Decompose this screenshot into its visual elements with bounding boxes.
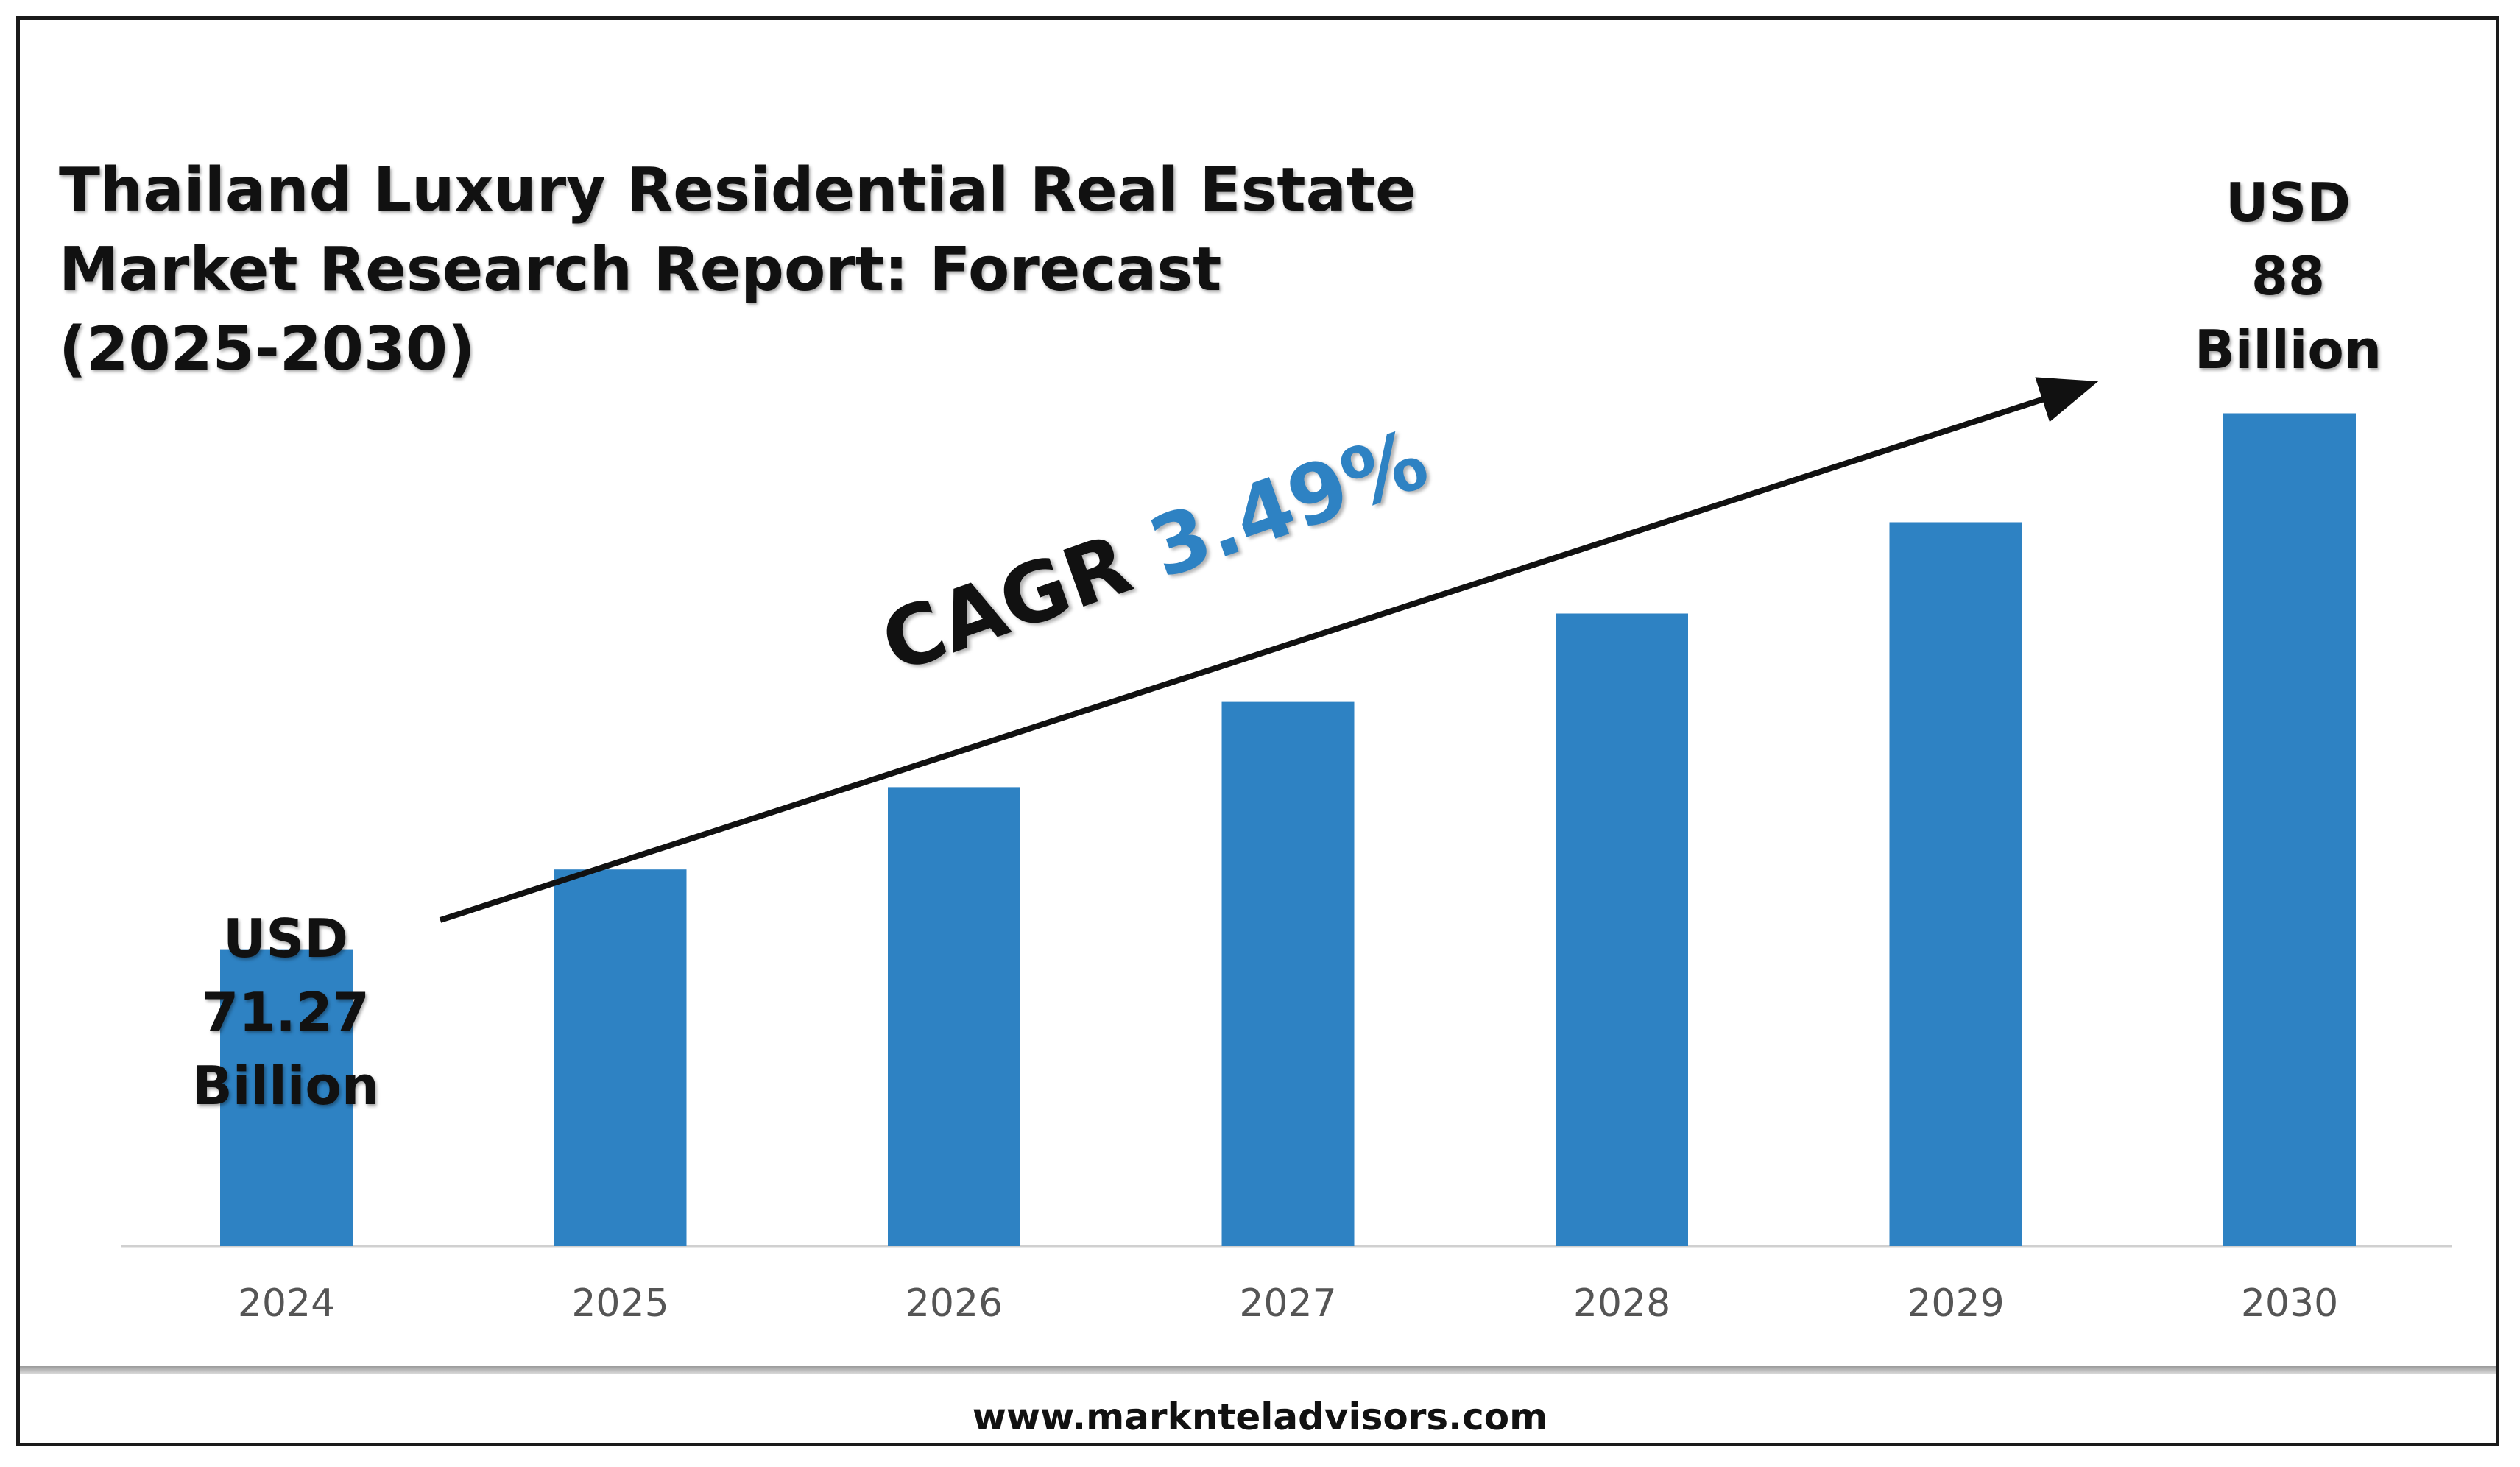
end-value-unit: Billion: [2194, 319, 2382, 381]
start-value-callout: USD 71.27 Billion: [168, 902, 403, 1123]
x-tick-label-2029: 2029: [1907, 1282, 2004, 1326]
bar-2029: [1889, 522, 2022, 1246]
end-value-callout: USD 88 Billion: [2170, 166, 2406, 386]
x-tick-label-2028: 2028: [1573, 1282, 1670, 1326]
chart-title-line-3: (2025-2030): [59, 314, 476, 384]
bar-2030: [2223, 413, 2356, 1246]
start-value-amount: 71.27: [202, 981, 370, 1043]
bar-2025: [554, 869, 687, 1246]
start-value-currency: USD: [222, 908, 349, 969]
x-tick-label-2024: 2024: [238, 1282, 335, 1326]
bar-2028: [1556, 613, 1688, 1246]
website-link[interactable]: www.marknteladvisors.com: [972, 1396, 1548, 1438]
start-value-unit: Billion: [191, 1055, 380, 1117]
x-tick-label-2030: 2030: [2241, 1282, 2338, 1326]
bar-2024: [220, 949, 353, 1246]
x-axis-ticks: 2024 2025 2026 2027 2028 2029 2030: [238, 1282, 2338, 1326]
chart-title-line-2: Market Research Report: Forecast: [59, 235, 1222, 305]
bar-series: [220, 413, 2356, 1246]
bar-2026: [888, 787, 1020, 1246]
x-tick-label-2027: 2027: [1239, 1282, 1336, 1326]
end-value-currency: USD: [2225, 172, 2351, 233]
footer-divider: [20, 1366, 2496, 1374]
bar-2027: [1221, 701, 1355, 1246]
cagr-trend-arrow: [439, 377, 2099, 923]
x-tick-label-2025: 2025: [571, 1282, 668, 1326]
end-value-amount: 88: [2251, 245, 2326, 307]
chart-title-line-1: Thailand Luxury Residential Real Estate: [59, 155, 1416, 225]
x-tick-label-2026: 2026: [906, 1282, 1003, 1326]
chart-title: Thailand Luxury Residential Real Estate …: [59, 151, 1458, 389]
